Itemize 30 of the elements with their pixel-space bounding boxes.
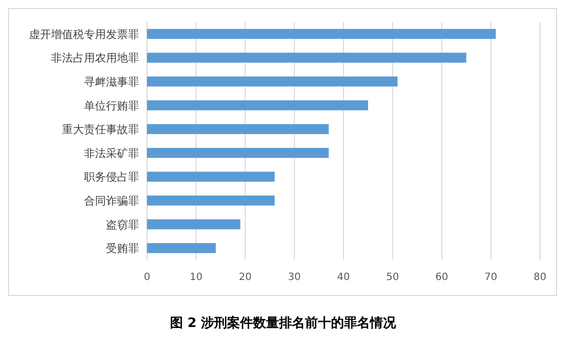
y-tick-label: 虚开增值税专用发票罪 (29, 28, 139, 41)
y-tick-label: 重大责任事故罪 (62, 123, 139, 136)
y-tick-label: 非法采矿罪 (84, 146, 139, 160)
x-tick-label: 10 (190, 272, 202, 283)
bar (147, 124, 329, 134)
y-tick-label: 盗窃罪 (106, 218, 139, 232)
y-tick-label: 非法占用农用地罪 (51, 52, 139, 65)
y-tick-label: 合同诈骗罪 (84, 194, 139, 208)
x-tick-label: 60 (435, 272, 448, 283)
y-tick-label: 职务侵占罪 (84, 170, 139, 184)
bar (147, 219, 240, 230)
x-tick-label: 80 (534, 272, 546, 283)
x-tick-label: 50 (386, 272, 399, 283)
bar (147, 243, 216, 254)
x-tick-label: 40 (337, 272, 350, 283)
bar (147, 172, 275, 182)
x-tick-label: 20 (238, 272, 252, 283)
y-tick-label: 受贿罪 (106, 242, 139, 256)
bar (147, 100, 368, 110)
bar (147, 76, 398, 86)
bar (147, 28, 496, 39)
x-tick-label: 0 (144, 272, 150, 283)
bar (147, 148, 329, 158)
y-tick-label: 单位行贿罪 (84, 99, 139, 112)
x-tick-label: 30 (288, 272, 301, 283)
text: 图 2 涉刑案件数量排名前十的罪名情况 (170, 315, 398, 331)
y-tick-label: 寻衅滋事罪 (84, 76, 139, 88)
bar (147, 52, 466, 63)
x-tick-label: 70 (484, 272, 498, 283)
bar (147, 196, 275, 206)
